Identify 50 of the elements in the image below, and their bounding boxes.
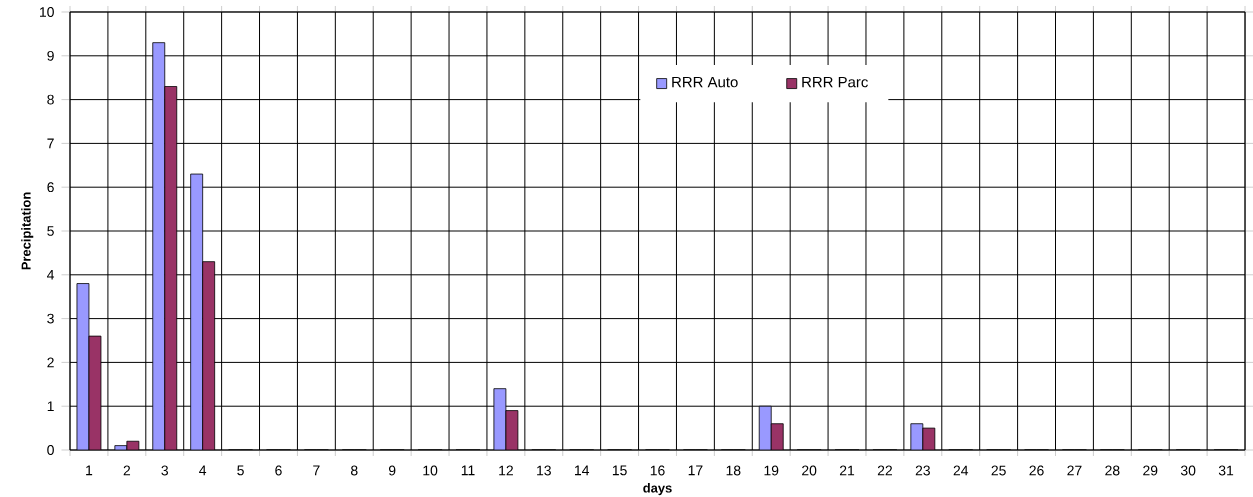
- y-tick-label: 6: [47, 182, 54, 193]
- x-tick-label: 13: [537, 465, 551, 476]
- x-tick-label: 21: [839, 465, 855, 476]
- x-tick-label: 22: [877, 465, 892, 476]
- x-tick-label: 3: [161, 465, 169, 476]
- x-tick-label: 24: [953, 465, 969, 476]
- x-tick-label: 28: [1105, 465, 1120, 476]
- bar: [152, 42, 166, 450]
- x-tick-label: 20: [802, 465, 817, 476]
- x-tick-label: 14: [575, 465, 590, 476]
- bar: [202, 261, 216, 450]
- x-tick-label: 29: [1143, 465, 1158, 476]
- y-tick-label: 0: [47, 445, 54, 455]
- x-tick-label: 4: [199, 465, 207, 476]
- x-tick-label: 8: [350, 465, 358, 476]
- x-tick-label: 12: [499, 465, 513, 476]
- legend-label: RRR Auto: [672, 76, 738, 88]
- y-tick-label: 4: [47, 270, 55, 280]
- x-tick-label: 11: [461, 465, 475, 476]
- legend-label: RRR Parc: [802, 76, 868, 88]
- x-tick-label: 1: [86, 465, 93, 476]
- x-tick-label: 10: [423, 465, 438, 476]
- x-tick-label: 6: [275, 465, 282, 476]
- y-tick-label: 1: [47, 401, 54, 411]
- y-axis-title: Precipitation: [21, 192, 34, 270]
- y-tick-label: 7: [47, 138, 54, 149]
- x-axis-title: days: [643, 483, 672, 496]
- x-tick-label: 19: [764, 465, 779, 476]
- x-tick-label: 15: [612, 465, 627, 476]
- x-tick-label: 9: [388, 465, 396, 476]
- x-tick-label: 30: [1180, 465, 1196, 476]
- y-tick-label: 10: [40, 7, 54, 17]
- x-tick-label: 7: [313, 465, 320, 476]
- x-tick-label: 5: [237, 465, 244, 476]
- bar: [164, 86, 178, 450]
- y-tick-label: 5: [47, 226, 54, 236]
- x-tick-label: 16: [650, 465, 665, 476]
- y-tick-label: 9: [47, 50, 54, 61]
- x-tick-label: 31: [1218, 465, 1234, 476]
- x-tick-label: 2: [123, 465, 131, 476]
- y-tick-label: 8: [47, 94, 54, 105]
- x-tick-label: 18: [726, 465, 741, 476]
- x-tick-label: 23: [915, 465, 930, 476]
- x-tick-label: 27: [1067, 465, 1082, 476]
- x-tick-label: 17: [688, 465, 703, 476]
- bar: [190, 173, 204, 450]
- y-tick-label: 2: [47, 357, 54, 368]
- x-tick-label: 25: [991, 465, 1006, 476]
- x-tick-label: 26: [1029, 465, 1044, 476]
- y-tick-label: 3: [47, 313, 54, 324]
